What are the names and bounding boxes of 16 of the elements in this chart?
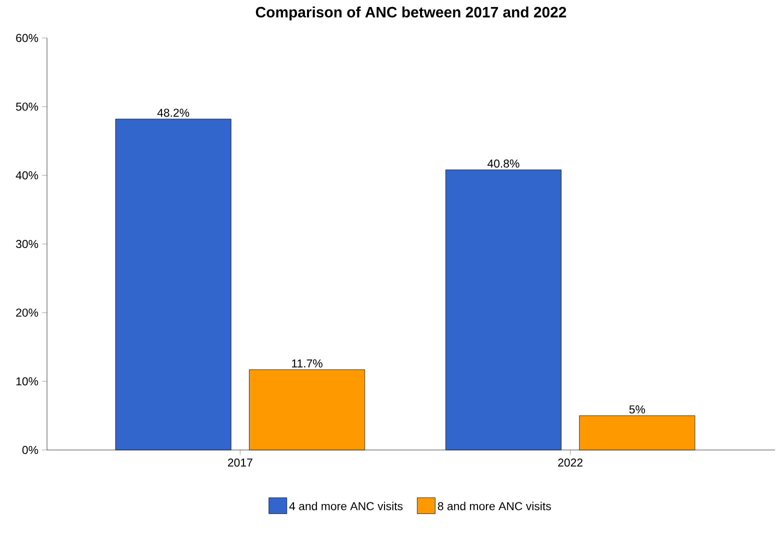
y-tick-label: 60% [16, 34, 38, 42]
y-tick-label: 50% [16, 102, 38, 111]
data-label: 11.7% [292, 359, 322, 368]
x-tick-label: 2022 [558, 458, 582, 467]
data-label: 5% [629, 405, 646, 414]
x-tick-label: 2017 [228, 458, 252, 467]
y-tick-label: 20% [16, 308, 38, 317]
legend-label: 8 and more ANC visits [438, 502, 551, 510]
chart-title: Comparison of ANC between 2017 and 2022 [256, 6, 566, 20]
data-label: 48.2% [157, 108, 190, 117]
y-tick-label: 30% [16, 240, 38, 248]
y-tick-label: 40% [16, 171, 38, 180]
y-tick-label: 10% [16, 377, 38, 386]
y-tick-label: 0% [22, 446, 38, 454]
legend-label: 4 and more ANC visits [289, 502, 403, 510]
data-label: 40.8% [487, 160, 520, 168]
